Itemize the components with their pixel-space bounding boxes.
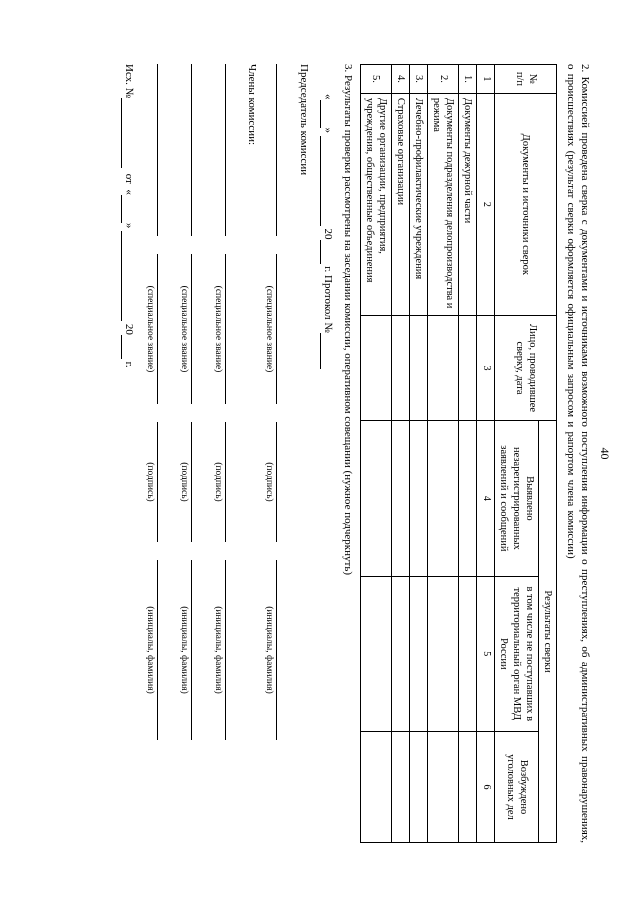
paragraph-2: 2. Комиссией проведена сверка с документ…: [564, 64, 592, 843]
chair-label: Председатель комиссии: [296, 64, 310, 843]
signature-row: [225, 64, 239, 843]
idx-6: 6: [477, 731, 495, 842]
signature-row: [157, 64, 171, 843]
signature-row: [276, 64, 290, 843]
idx-3: 3: [477, 315, 495, 420]
th-num: № п/п: [495, 65, 558, 94]
idx-5: 5: [477, 576, 495, 731]
table-row: 4. Страховые организации: [391, 65, 409, 843]
table-row: 1. Документы дежурной части: [459, 65, 477, 843]
th-docs: Документы и источники сверок: [495, 93, 558, 315]
members-label: Члены комиссии:: [245, 64, 259, 843]
page-rotated: 40 2. Комиссией проведена сверка с докум…: [0, 0, 640, 905]
date-protocol-line: «» 20 г. Протокол №: [320, 94, 334, 843]
th-r1: Выявлено незарегистрированных заявлений …: [495, 421, 539, 576]
idx-2: 2: [477, 93, 495, 315]
th-r3: Возбуждено уголовных дел: [495, 731, 539, 842]
idx-4: 4: [477, 421, 495, 576]
page-number: 40: [597, 64, 612, 843]
signature-row: [191, 64, 205, 843]
table-row: 3. Лечебно-профилактические учреждения: [410, 65, 428, 843]
table-row: 2. Документы подразделения делопроизводс…: [428, 65, 459, 843]
paragraph-3: 3. Результаты проверки рассмотрены на за…: [340, 64, 354, 843]
idx-1: 1: [477, 65, 495, 94]
th-results: Результаты сверки: [539, 421, 557, 843]
table-row: 5. Другие организации, предприятия, учре…: [360, 65, 391, 843]
outgoing-number-line: Исх. № от «» 20 г.: [121, 64, 135, 843]
th-person: Лицо, проводившее сверку, дата: [495, 315, 558, 420]
sverka-table: № п/п Документы и источники сверок Лицо,…: [360, 64, 558, 843]
signatures-block: Председатель комиссии (специальное звани…: [143, 64, 310, 843]
th-r2: в том числе не поступавших в территориал…: [495, 576, 539, 731]
